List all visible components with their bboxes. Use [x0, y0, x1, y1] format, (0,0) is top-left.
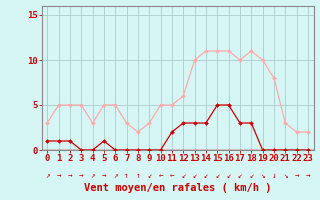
Text: ↘: ↘	[283, 171, 288, 180]
Text: ↙: ↙	[147, 171, 152, 180]
Text: ↙: ↙	[226, 171, 231, 180]
Text: ↑: ↑	[124, 171, 129, 180]
Text: →: →	[102, 171, 106, 180]
Text: →: →	[306, 171, 310, 180]
Text: ↗: ↗	[113, 171, 117, 180]
Text: →: →	[79, 171, 84, 180]
Text: ←: ←	[170, 171, 174, 180]
Text: ↘: ↘	[260, 171, 265, 180]
Text: →: →	[68, 171, 72, 180]
Text: ←: ←	[158, 171, 163, 180]
Text: →: →	[294, 171, 299, 180]
Text: ↑: ↑	[136, 171, 140, 180]
Text: ↙: ↙	[204, 171, 208, 180]
Text: ↙: ↙	[249, 171, 253, 180]
Text: ↙: ↙	[181, 171, 186, 180]
Text: →: →	[56, 171, 61, 180]
Text: ↙: ↙	[192, 171, 197, 180]
Text: ↓: ↓	[272, 171, 276, 180]
Text: ↗: ↗	[90, 171, 95, 180]
Text: ↙: ↙	[238, 171, 242, 180]
X-axis label: Vent moyen/en rafales ( km/h ): Vent moyen/en rafales ( km/h )	[84, 183, 271, 193]
Text: ↙: ↙	[215, 171, 220, 180]
Text: ↗: ↗	[45, 171, 50, 180]
